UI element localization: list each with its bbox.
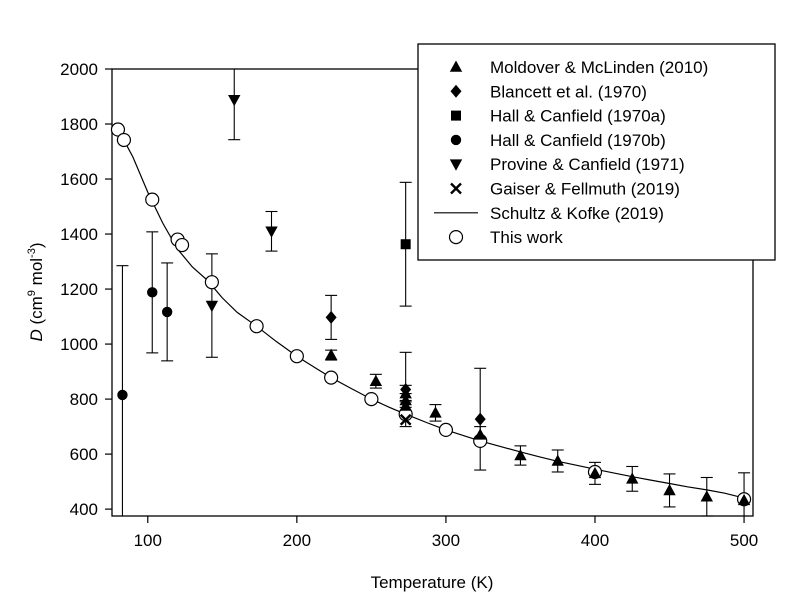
y-axis-title-sup1: 9	[26, 290, 38, 296]
point-moldover-mclinden-2010-7	[514, 448, 527, 461]
marker-layer	[110, 95, 752, 507]
point-moldover-mclinden-2010-5	[429, 406, 442, 418]
point-this-work-11	[438, 422, 454, 438]
point-hall-canfield-1970b-2	[161, 306, 173, 318]
legend-label-schultz-kofke-2019: Schultz & Kofke (2019)	[490, 204, 664, 223]
point-moldover-mclinden-2010-4	[399, 399, 412, 411]
y-tick-label-2000: 2000	[60, 60, 98, 79]
point-gaiser-fellmuth-2019-0	[399, 413, 412, 426]
point-moldover-mclinden-2010-0	[324, 348, 338, 360]
legend-marker-gaiser-fellmuth-2019	[450, 182, 462, 195]
legend: Moldover & McLinden (2010) Blancett et al…	[417, 43, 776, 261]
x-tick-label-300: 300	[432, 531, 460, 550]
y-tick-label-1400: 1400	[60, 225, 98, 244]
legend-label-moldover-mclinden-2010: Moldover & McLinden (2010)	[490, 58, 708, 77]
point-hall-canfield-1970b-1	[147, 287, 158, 298]
point-this-work-9	[364, 391, 379, 407]
point-this-work-7	[289, 349, 304, 364]
point-moldover-mclinden-2010-2	[399, 387, 412, 399]
y-tick-label-400: 400	[70, 500, 98, 519]
y-axis-title-unit-pre: (cm	[27, 296, 46, 329]
legend-marker-hall-canfield-1970a	[451, 110, 461, 121]
y-axis-title-unit-post: )	[27, 242, 46, 248]
y-axis: 400 600 800 1000 1200 1400 1600 1800 2000	[60, 60, 112, 519]
point-provine-canfield-1971-1	[228, 95, 241, 107]
point-moldover-mclinden-2010-11	[663, 483, 676, 496]
legend-marker-gaiser-fellmuth-2019-stroke-b	[450, 182, 462, 195]
y-tick-label-1800: 1800	[60, 115, 98, 134]
point-gaiser-fellmuth-2019-0-stroke-b	[399, 413, 412, 426]
legend-label-provine-canfield-1971: Provine & Canfield (1971)	[490, 155, 685, 174]
y-tick-label-1200: 1200	[60, 280, 98, 299]
fit-curve-layer	[117, 128, 745, 499]
y-axis-title-symbol: D	[27, 329, 46, 341]
point-provine-canfield-1971-0	[205, 300, 219, 313]
point-this-work-5	[204, 275, 219, 290]
x-axis: 100 200 300 400 500	[134, 516, 758, 550]
legend-marker-this-work	[448, 230, 464, 245]
legend-label-hall-canfield-1970a: Hall & Canfield (1970a)	[490, 107, 666, 126]
legend-marker-blancett-et-al-1970	[450, 84, 462, 98]
y-tick-label-1000: 1000	[60, 335, 98, 354]
legend-marker-provine-canfield-1971	[449, 159, 463, 171]
point-this-work-8	[324, 370, 339, 385]
y-axis-title-sup2: -3	[26, 248, 38, 258]
point-this-work-4	[174, 237, 190, 253]
legend-label-this-work: This work	[490, 228, 563, 247]
point-this-work-1	[116, 132, 132, 148]
x-axis-title: Temperature (K)	[371, 573, 494, 592]
x-tick-label-500: 500	[730, 531, 758, 550]
y-tick-label-600: 600	[70, 445, 98, 464]
legend-marker-moldover-mclinden-2010	[449, 60, 463, 72]
point-blancett-et-al-1970-2	[474, 412, 486, 426]
point-moldover-mclinden-2010-8	[551, 454, 564, 466]
y-axis-title-unit-mid: mol	[27, 258, 46, 290]
y-tick-label-800: 800	[70, 390, 98, 409]
point-hall-canfield-1970a-0	[400, 239, 411, 250]
legend-label-hall-canfield-1970b: Hall & Canfield (1970b)	[490, 131, 666, 150]
x-tick-label-200: 200	[283, 531, 311, 550]
point-moldover-mclinden-2010-13	[737, 493, 751, 506]
curve-schultz-kofke-2019	[117, 128, 745, 499]
legend-marker-hall-canfield-1970b	[450, 134, 462, 146]
legend-label-gaiser-fellmuth-2019: Gaiser & Fellmuth (2019)	[490, 180, 680, 199]
point-moldover-mclinden-2010-12	[700, 490, 713, 502]
point-provine-canfield-1971-2	[265, 226, 278, 238]
point-this-work-2	[145, 192, 160, 207]
legend-label-blancett-et-al-1970: Blancett et al. (1970)	[490, 82, 647, 101]
y-tick-label-1600: 1600	[60, 170, 98, 189]
point-moldover-mclinden-2010-1	[369, 374, 383, 387]
point-blancett-et-al-1970-0	[325, 310, 337, 324]
y-axis-title: D (cm9 mol-3)	[26, 242, 46, 341]
point-moldover-mclinden-2010-9	[588, 466, 602, 479]
point-this-work-6	[249, 319, 264, 334]
point-hall-canfield-1970b-0	[117, 389, 128, 401]
x-tick-label-400: 400	[581, 531, 609, 550]
legend-box	[417, 43, 776, 261]
point-moldover-mclinden-2010-10	[626, 472, 639, 484]
point-this-work-0	[110, 122, 126, 137]
point-moldover-mclinden-2010-6	[474, 428, 487, 440]
x-tick-label-100: 100	[134, 531, 162, 550]
